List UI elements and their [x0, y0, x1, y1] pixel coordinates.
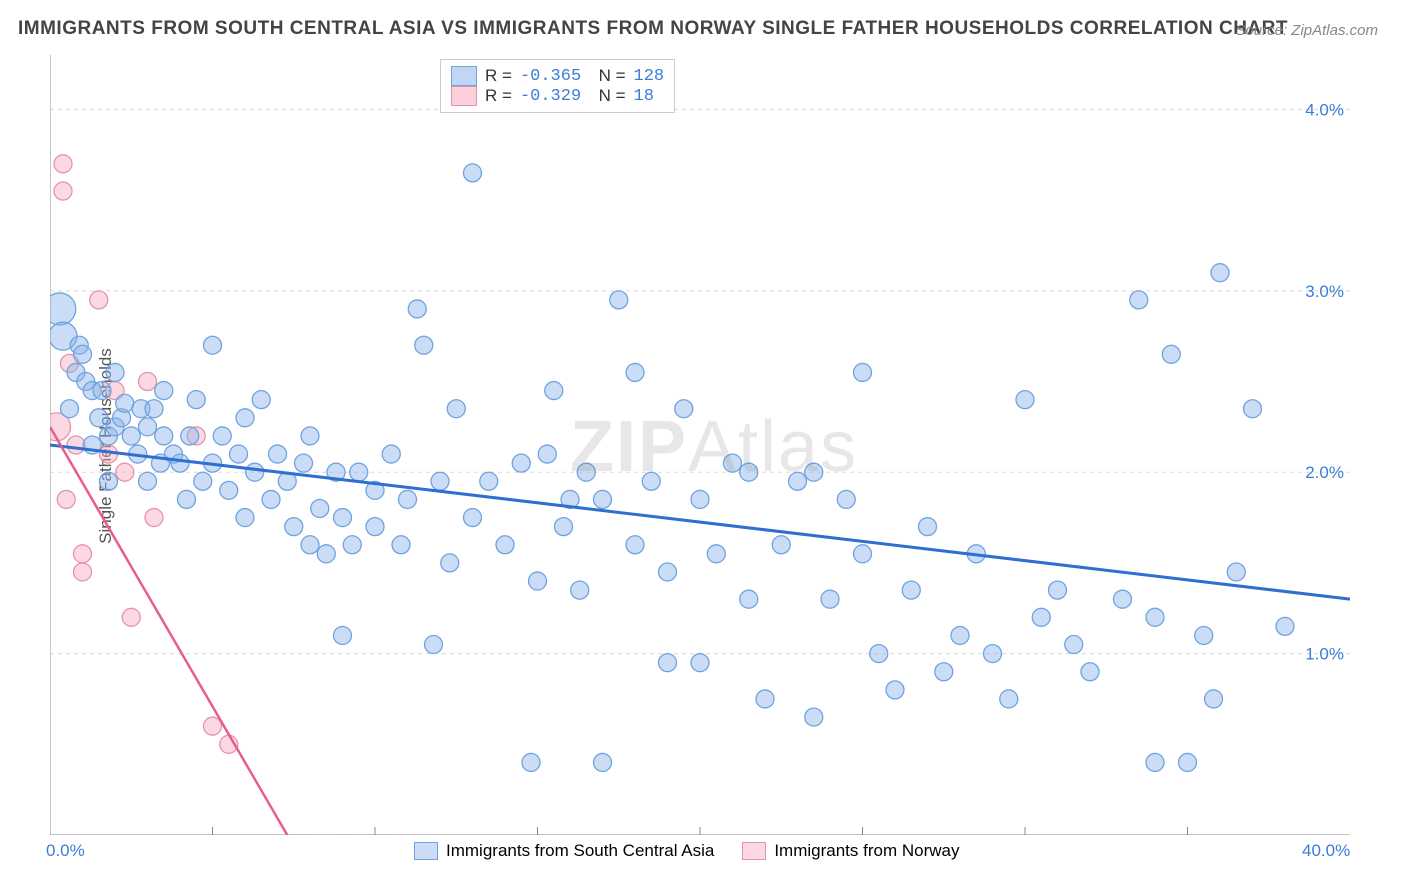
chart-title: IMMIGRANTS FROM SOUTH CENTRAL ASIA VS IM…: [18, 18, 1288, 40]
svg-text:1.0%: 1.0%: [1305, 645, 1344, 664]
correlation-legend: R =-0.365 N =128R =-0.329 N = 18: [440, 59, 675, 113]
legend-label-blue: Immigrants from South Central Asia: [446, 841, 714, 861]
chart-container: { "title": "IMMIGRANTS FROM SOUTH CENTRA…: [0, 0, 1406, 892]
legend-swatch-blue: [414, 842, 438, 860]
svg-text:4.0%: 4.0%: [1305, 100, 1344, 119]
svg-text:3.0%: 3.0%: [1305, 282, 1344, 301]
series-legend: Immigrants from South Central Asia Immig…: [414, 841, 959, 861]
legend-item-blue: Immigrants from South Central Asia: [414, 841, 714, 861]
x-axis-min-label: 0.0%: [46, 841, 85, 861]
x-axis-max-label: 40.0%: [1302, 841, 1350, 861]
source-attribution: Source: ZipAtlas.com: [1235, 22, 1378, 39]
legend-label-pink: Immigrants from Norway: [774, 841, 959, 861]
scatter-plot: 1.0% 2.0% 3.0% 4.0%: [50, 55, 1350, 835]
svg-text:2.0%: 2.0%: [1305, 463, 1344, 482]
legend-item-pink: Immigrants from Norway: [742, 841, 959, 861]
legend-swatch-pink: [742, 842, 766, 860]
